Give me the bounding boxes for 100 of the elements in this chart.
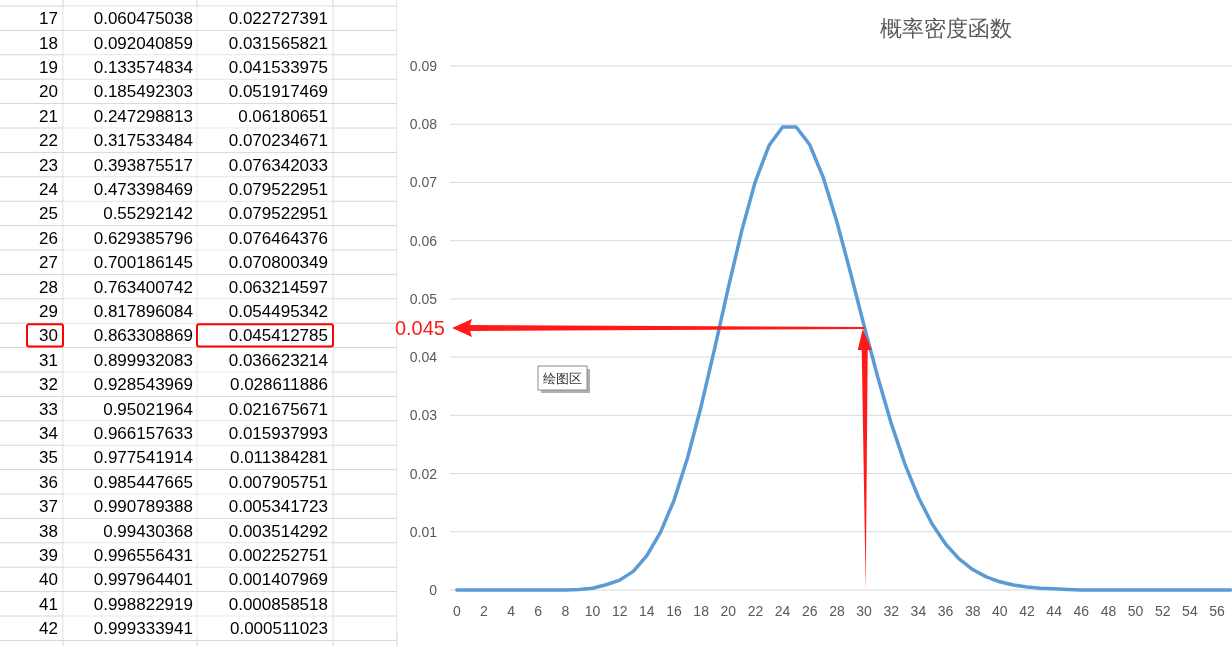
data-label: 0.022727391	[228, 9, 328, 29]
x-tick-label: 30	[856, 603, 873, 619]
y-tick-label: 30	[39, 326, 58, 346]
y-tick-label: 31	[39, 350, 58, 370]
x-tick-label: 40	[992, 603, 1008, 619]
data-label: 0.317533484	[93, 131, 193, 151]
data-label: 0.247298813	[93, 106, 193, 126]
x-tick-label: 52	[1154, 603, 1171, 619]
data-label: 0.06180651	[238, 106, 328, 126]
x-tick-label: 38	[964, 603, 981, 619]
x-tick-label: 48	[1100, 603, 1117, 619]
x-tick-label: 36	[937, 603, 954, 619]
x-tick-label: 22	[747, 603, 764, 619]
data-label: 0.051917469	[228, 82, 328, 102]
y-tick-label: 0.05	[409, 290, 438, 307]
x-tick-label: 16	[666, 603, 683, 619]
y-tick-label: 39	[39, 546, 58, 565]
y-tick-label: 34	[39, 424, 58, 443]
data-label: 0.899932083	[93, 350, 193, 370]
data-label: 0.998822919	[93, 594, 193, 614]
y-tick-label: 19	[39, 58, 58, 77]
annotation: 0.045	[394, 317, 445, 339]
data-label: 0.185492303	[93, 82, 193, 102]
y-tick-label: 24	[39, 180, 58, 199]
data-label: 0.011384281	[229, 448, 328, 468]
data-label: 0.996556431	[93, 546, 193, 565]
y-tick-label: 21	[39, 106, 58, 126]
x-tick-label: 32	[883, 603, 900, 619]
y-tick-label: 23	[39, 155, 58, 175]
line-series	[455, 125, 1232, 592]
y-tick-label: 0.07	[409, 174, 438, 191]
data-label: 0.003514292	[228, 521, 328, 541]
x-tick-label: 34	[910, 603, 927, 619]
y-tick-label: 32	[39, 375, 58, 395]
data-label: 0.817896084	[93, 302, 193, 321]
x-tick-label: 20	[720, 603, 737, 619]
y-tick-label: 29	[39, 302, 58, 321]
x-tick-label: 6	[534, 603, 543, 619]
annotation: 绘图区	[543, 371, 582, 386]
data-label: 0.977541914	[93, 448, 193, 468]
data-label: 0.079522951	[228, 180, 328, 199]
x-tick-label: 12	[611, 603, 628, 619]
x-tick-label: 54	[1182, 603, 1198, 619]
y-tick-label: 26	[39, 228, 58, 248]
data-label: 0.079522951	[228, 204, 328, 224]
y-tick-label: 0.03	[409, 407, 438, 424]
data-label: 0.036623214	[228, 350, 328, 370]
y-tick-label: 0.04	[409, 349, 438, 366]
y-tick-label: 17	[39, 9, 58, 29]
x-tick-label: 26	[801, 603, 818, 619]
y-tick-label: 38	[39, 521, 58, 541]
data-label: 0.763400742	[93, 277, 193, 297]
data-label: 0.063214597	[228, 277, 328, 297]
data-label: 0.076464376	[228, 228, 328, 248]
y-tick-label: 33	[39, 399, 58, 419]
data-label: 0.092040859	[93, 33, 193, 53]
chart-title: 概率密度函数	[880, 16, 1012, 41]
y-tick-label: 42	[39, 619, 58, 639]
data-label: 0.999333941	[93, 619, 193, 639]
y-tick-label: 27	[39, 253, 58, 273]
y-tick-label: 28	[39, 277, 58, 297]
y-tick-label: 37	[39, 497, 58, 517]
data-label: 0.966157633	[93, 424, 193, 443]
data-label: 0.997964401	[93, 570, 193, 590]
data-label: 0.928543969	[93, 375, 193, 395]
y-tick-label: 40	[39, 570, 58, 590]
data-label: 0.070234671	[228, 131, 328, 151]
y-tick-label: 0.01	[409, 523, 438, 540]
data-label: 0.990789388	[93, 497, 193, 517]
data-label: 0.985447665	[93, 472, 193, 492]
y-tick-label: 36	[39, 472, 58, 492]
x-tick-label: 28	[829, 603, 845, 619]
y-tick-label: 0	[429, 582, 438, 598]
data-label: 0.041533975	[228, 58, 328, 77]
data-label: 0.070800349	[228, 253, 328, 273]
data-label: 0.021675671	[228, 399, 328, 419]
data-label: 0.000858518	[228, 594, 328, 614]
x-tick-label: 44	[1046, 603, 1063, 619]
data-label: 0.393875517	[93, 155, 193, 175]
y-tick-label: 22	[39, 131, 58, 151]
data-label: 0.045412785	[228, 326, 328, 346]
data-label: 0.031565821	[228, 33, 328, 53]
x-tick-label: 4	[507, 603, 516, 619]
x-tick-label: 14	[639, 603, 655, 619]
data-label: 0.060475038	[93, 9, 193, 29]
x-tick-label: 0	[452, 603, 461, 619]
y-tick-label: 0.08	[409, 116, 438, 133]
data-label: 0.700186145	[93, 253, 193, 273]
x-tick-label: 18	[693, 603, 710, 619]
data-label: 0.629385796	[93, 228, 193, 248]
y-tick-label: 0.09	[409, 58, 438, 74]
x-tick-label: 10	[584, 603, 601, 619]
data-label: 0.028611886	[229, 375, 328, 395]
data-label: 0.002252751	[228, 546, 328, 565]
data-label: 0.005341723	[228, 497, 328, 517]
data-label: 0.007905751	[228, 472, 328, 492]
data-label: 0.55292142	[103, 204, 193, 224]
data-label: 0.99430368	[103, 521, 193, 541]
data-label: 0.001407969	[228, 570, 328, 590]
y-tick-label: 35	[39, 448, 58, 468]
